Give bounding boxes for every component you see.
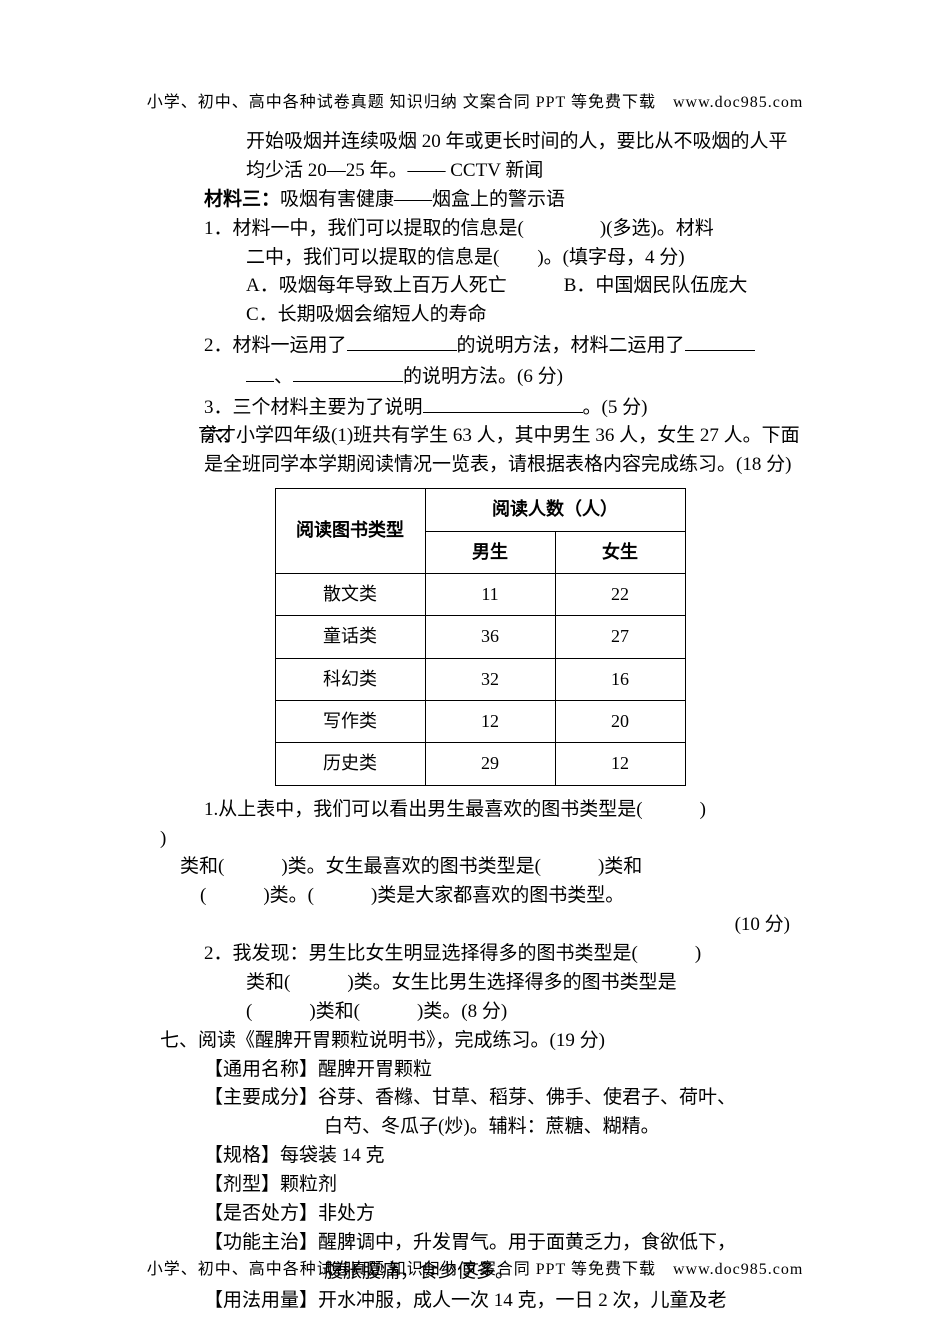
med-ing2: 白芍、冬瓜子(炒)。辅料：蔗糖、糊精。 [160,1113,800,1142]
sec7-text: 阅读《醒脾开胃颗粒说明书》，完成练习。(19 分) [198,1030,605,1051]
value: 醒脾调中，升发胃气。用于面黄乏力，食欲低下， [318,1232,736,1253]
page-footer: 小学、初中、高中各种试卷真题 知识归纳 文案合同 PPT 等免费下载 www.d… [0,1255,950,1279]
cell: 16 [555,658,685,700]
value: 醒脾开胃颗粒 [318,1059,432,1080]
med-spec: 【规格】每袋装 14 克 [160,1142,800,1171]
blank [423,392,583,413]
cell: 27 [555,616,685,658]
th-count: 阅读人数（人） [425,489,685,531]
table-row: 历史类 29 12 [275,743,685,785]
material-3-text: 吸烟有害健康——烟盒上的警示语 [280,189,565,210]
label: 【规格】 [204,1145,280,1166]
cell: 12 [425,700,555,742]
label: 【用法用量】 [204,1290,318,1311]
value: 谷芽、香橼、甘草、稻芽、佛手、使君子、荷叶、 [318,1087,736,1108]
para-smoking: 开始吸烟并连续吸烟 20 年或更长时间的人，要比从不吸烟的人平均少活 20—25… [160,128,800,186]
q2-pre: 2．材料一运用了 [204,335,347,356]
q2b-post: 的说明方法。(6 分) [403,366,563,387]
q3: 3．三个材料主要为了说明 。(5 分) [160,392,800,423]
t1-line1: 1.从上表中，我们可以看出男生最喜欢的图书类型是( ) [160,796,800,825]
t1-line3: ( )类。( )类是大家都喜欢的图书类型。 [160,882,800,911]
cell: 散文类 [275,573,425,615]
t2-line3: ( )类和( )类。(8 分) [160,998,800,1027]
cell: 29 [425,743,555,785]
blank [293,361,403,382]
t1-paren: ) [160,825,800,854]
cell: 历史类 [275,743,425,785]
med-name: 【通用名称】醒脾开胃颗粒 [160,1056,800,1085]
label: 【通用名称】 [204,1059,318,1080]
section-7: 七、阅读《醒脾开胃颗粒说明书》，完成练习。(19 分) [160,1027,800,1056]
th-type: 阅读图书类型 [275,489,425,574]
table-row: 散文类 11 22 [275,573,685,615]
med-ing1: 【主要成分】谷芽、香橼、甘草、稻芽、佛手、使君子、荷叶、 [160,1084,800,1113]
q2-line2: 、 的说明方法。(6 分) [160,361,800,392]
cell: 12 [555,743,685,785]
material-3-label: 材料三： [204,189,280,210]
q3-pre: 3．三个材料主要为了说明 [204,397,423,418]
table-row: 童话类 36 27 [275,616,685,658]
reading-table: 阅读图书类型 阅读人数（人） 男生 女生 散文类 11 22 童话类 36 27… [275,488,686,786]
q1-line1: 1．材料一中，我们可以提取的信息是( )(多选)。材料 [160,215,800,244]
value: 颗粒剂 [280,1174,337,1195]
table-row: 写作类 12 20 [275,700,685,742]
t2-line2: 类和( )类。女生比男生选择得多的图书类型是 [160,969,800,998]
label: 【剂型】 [204,1174,280,1195]
t2-line1: 2．我发现：男生比女生明显选择得多的图书类型是( ) [160,940,800,969]
label: 【功能主治】 [204,1232,318,1253]
med-form: 【剂型】颗粒剂 [160,1171,800,1200]
label: 【是否处方】 [204,1203,318,1224]
blank [347,330,457,351]
cell: 童话类 [275,616,425,658]
sec7-label: 七、 [160,1030,198,1051]
value: 开水冲服，成人一次 14 克，一日 2 次，儿童及老 [318,1290,727,1311]
t1-points: (10 分) [160,911,800,940]
option-b: B．中国烟民队伍庞大 [564,275,748,296]
cell: 科幻类 [275,658,425,700]
cell: 11 [425,573,555,615]
value: 非处方 [318,1203,375,1224]
cell: 36 [425,616,555,658]
label: 【主要成分】 [204,1087,318,1108]
document-body: 开始吸烟并连续吸烟 20 年或更长时间的人，要比从不吸烟的人平均少活 20—25… [160,128,800,1315]
th-girl: 女生 [555,531,685,573]
section-6: 六、育才小学四年级(1)班共有学生 63 人，其中男生 36 人，女生 27 人… [160,422,800,480]
options-line1: A．吸烟每年导致上百万人死亡 B．中国烟民队伍庞大 [160,272,800,301]
q1-line2: 二中，我们可以提取的信息是( )。(填字母，4 分) [160,244,800,273]
cell: 22 [555,573,685,615]
q2b-pre: 、 [274,366,293,387]
cell: 20 [555,700,685,742]
q2-mid: 的说明方法，材料二运用了 [457,335,685,356]
med-rx: 【是否处方】非处方 [160,1200,800,1229]
blank [685,330,755,351]
value: 每袋装 14 克 [280,1145,385,1166]
sec6-text: 育才小学四年级(1)班共有学生 63 人，其中男生 36 人，女生 27 人。下… [198,425,800,475]
t1-line2: 类和( )类。女生最喜欢的图书类型是( )类和 [160,853,800,882]
med-func1: 【功能主治】醒脾调中，升发胃气。用于面黄乏力，食欲低下， [160,1229,800,1258]
med-use: 【用法用量】开水冲服，成人一次 14 克，一日 2 次，儿童及老 [160,1287,800,1316]
option-c: C．长期吸烟会缩短人的寿命 [160,301,800,330]
material-3: 材料三：吸烟有害健康——烟盒上的警示语 [160,186,800,215]
page-header: 小学、初中、高中各种试卷真题 知识归纳 文案合同 PPT 等免费下载 www.d… [0,88,950,112]
q2-line1: 2．材料一运用了 的说明方法，材料二运用了 [160,330,800,361]
th-boy: 男生 [425,531,555,573]
cell: 32 [425,658,555,700]
blank [246,361,274,382]
cell: 写作类 [275,700,425,742]
q3-post: 。(5 分) [583,397,648,418]
table-row: 科幻类 32 16 [275,658,685,700]
option-a: A．吸烟每年导致上百万人死亡 [246,275,507,296]
